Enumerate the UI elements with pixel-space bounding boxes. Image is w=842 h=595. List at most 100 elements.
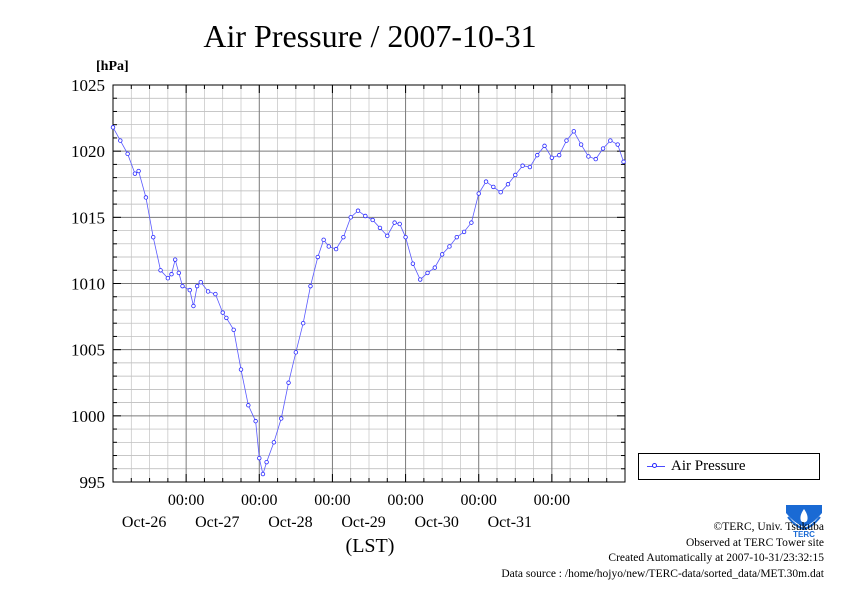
data-point bbox=[158, 268, 163, 273]
data-point bbox=[549, 155, 555, 160]
data-point bbox=[363, 213, 368, 219]
legend-marker-icon bbox=[652, 463, 657, 468]
series-line bbox=[112, 127, 624, 476]
data-point bbox=[220, 310, 225, 315]
data-point bbox=[439, 252, 445, 257]
major-gridlines bbox=[113, 85, 625, 482]
y-tick-label: 995 bbox=[80, 473, 106, 492]
y-tick-label: 1015 bbox=[71, 208, 105, 227]
data-point bbox=[397, 221, 402, 227]
data-point bbox=[385, 233, 390, 239]
data-point bbox=[271, 440, 277, 445]
data-point bbox=[165, 276, 171, 281]
data-point bbox=[535, 152, 540, 158]
data-point bbox=[498, 189, 503, 195]
data-point bbox=[621, 159, 626, 164]
data-point bbox=[224, 315, 229, 321]
series-air-pressure bbox=[110, 125, 626, 477]
data-point bbox=[118, 138, 123, 143]
data-point bbox=[392, 220, 397, 225]
x-tick-date-label: Oct-31 bbox=[488, 514, 532, 531]
data-point bbox=[187, 287, 192, 293]
x-tick-date-label: Oct-30 bbox=[414, 514, 458, 531]
data-point bbox=[132, 171, 138, 176]
data-point bbox=[205, 289, 211, 294]
data-point bbox=[483, 179, 489, 184]
x-tick-date-label: Oct-29 bbox=[341, 514, 385, 531]
data-point bbox=[520, 163, 525, 168]
x-tick-date-label: Oct-26 bbox=[122, 514, 166, 531]
credits: ©TERC, Univ. Tsukuba Observed at TERC To… bbox=[501, 520, 824, 582]
data-point bbox=[469, 220, 474, 225]
data-point bbox=[491, 184, 496, 190]
data-point bbox=[279, 416, 284, 421]
data-point bbox=[505, 182, 511, 187]
data-point bbox=[341, 234, 346, 240]
data-point bbox=[542, 143, 547, 149]
data-point bbox=[586, 154, 591, 159]
data-point bbox=[432, 265, 438, 270]
data-point bbox=[172, 257, 178, 262]
data-point bbox=[418, 277, 423, 282]
data-point bbox=[527, 164, 533, 170]
y-tick-label: 1010 bbox=[71, 275, 105, 294]
x-tick-labels: 00:00Oct-2600:00Oct-2700:00Oct-2800:00Oc… bbox=[122, 492, 570, 531]
data-point bbox=[461, 229, 467, 235]
data-point bbox=[143, 195, 149, 200]
credit-created: Created Automatically at 2007-10-31/23:3… bbox=[608, 552, 824, 564]
x-tick-time-label: 00:00 bbox=[241, 492, 277, 509]
terc-logo-icon: TERC bbox=[784, 503, 824, 539]
data-point bbox=[253, 418, 258, 424]
credit-copyright: ©TERC, Univ. Tsukuba bbox=[713, 521, 824, 533]
data-point bbox=[425, 270, 430, 276]
data-point bbox=[321, 237, 326, 243]
data-point bbox=[403, 234, 408, 240]
data-point bbox=[571, 129, 576, 134]
data-point bbox=[151, 234, 156, 240]
data-point bbox=[176, 270, 182, 276]
y-tick-label: 1020 bbox=[71, 142, 105, 161]
data-point bbox=[370, 217, 375, 223]
data-point bbox=[257, 455, 262, 461]
data-point bbox=[180, 283, 185, 289]
data-point bbox=[333, 246, 339, 252]
data-point bbox=[213, 291, 218, 297]
data-point bbox=[564, 138, 569, 143]
data-point bbox=[476, 191, 481, 196]
data-point bbox=[169, 272, 174, 277]
data-point bbox=[513, 172, 518, 178]
x-tick-time-label: 00:00 bbox=[387, 492, 423, 509]
data-point bbox=[447, 244, 452, 249]
data-point bbox=[593, 156, 598, 162]
y-tick-labels: 995 1000 1005 1010 1015 1020 1025 bbox=[71, 76, 105, 492]
data-point bbox=[260, 471, 266, 477]
x-tick-time-label: 00:00 bbox=[534, 492, 570, 509]
credit-observed: Observed at TERC Tower site bbox=[685, 536, 824, 549]
data-point bbox=[125, 151, 130, 157]
data-point bbox=[286, 380, 291, 385]
y-axis-unit: [hPa] bbox=[96, 59, 129, 74]
y-tick-label: 1025 bbox=[71, 76, 105, 95]
axis-ticks bbox=[113, 84, 625, 483]
data-point bbox=[300, 321, 306, 326]
data-point bbox=[308, 283, 313, 289]
x-tick-time-label: 00:00 bbox=[314, 492, 350, 509]
y-tick-label: 1005 bbox=[71, 341, 105, 360]
x-tick-time-label: 00:00 bbox=[168, 492, 204, 509]
data-point bbox=[454, 234, 459, 240]
x-tick-date-label: Oct-27 bbox=[195, 514, 239, 531]
x-tick-date-label: Oct-28 bbox=[268, 514, 312, 531]
data-point bbox=[556, 152, 562, 158]
data-point bbox=[136, 168, 141, 174]
x-tick-time-label: 00:00 bbox=[460, 492, 496, 509]
data-point bbox=[110, 125, 116, 130]
data-point bbox=[410, 261, 416, 266]
data-point bbox=[315, 254, 320, 260]
chart-title: Air Pressure / 2007-10-31 bbox=[203, 18, 536, 54]
data-point bbox=[326, 244, 331, 249]
data-point bbox=[600, 146, 606, 151]
data-point bbox=[377, 225, 383, 231]
data-point bbox=[355, 208, 361, 213]
credit-source: Data source : /home/hojyo/new/TERC-data/… bbox=[501, 567, 824, 580]
